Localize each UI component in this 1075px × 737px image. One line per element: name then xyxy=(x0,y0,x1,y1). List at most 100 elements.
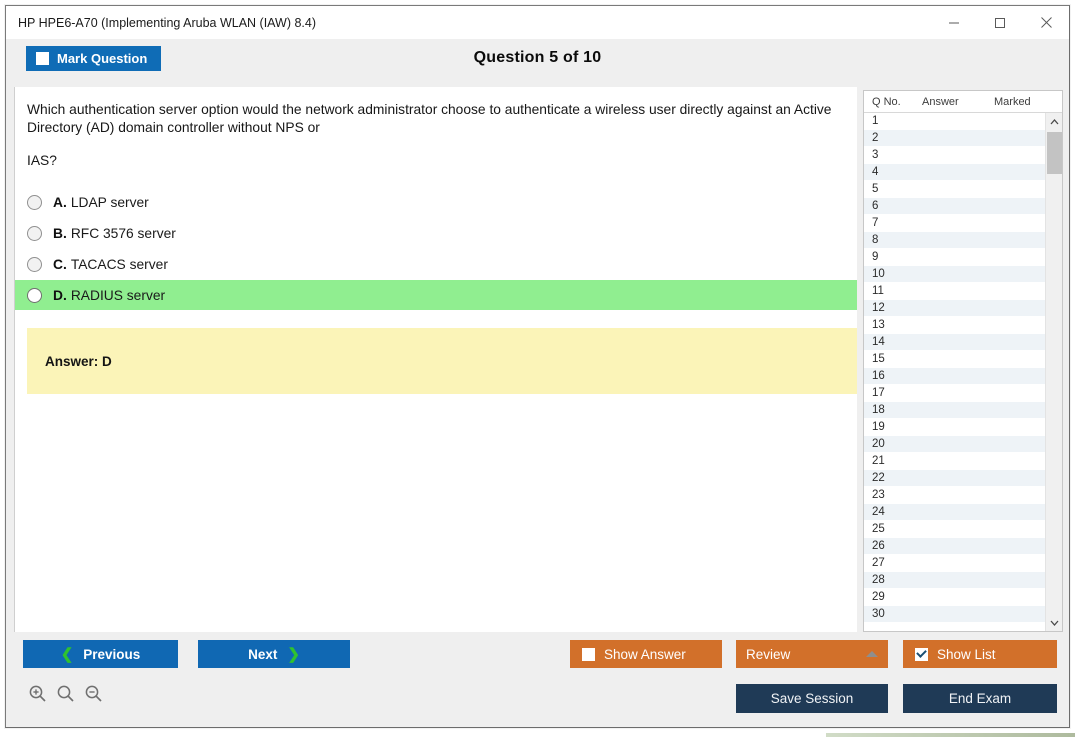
show-answer-label: Show Answer xyxy=(604,646,686,662)
question-list-row[interactable]: 21 xyxy=(864,453,1045,470)
show-answer-button[interactable]: Show Answer xyxy=(570,640,722,668)
zoom-out-icon[interactable] xyxy=(84,684,103,708)
zoom-in-icon[interactable] xyxy=(28,684,47,708)
question-list-row[interactable]: 2 xyxy=(864,130,1045,147)
show-list-label: Show List xyxy=(937,646,996,662)
answer-option-b[interactable]: B. RFC 3576 server xyxy=(15,218,857,248)
question-row-number: 19 xyxy=(872,421,885,433)
question-row-number: 7 xyxy=(872,217,879,229)
question-list-body: 1 2 3 4 5 6 7 8 9 10 11 12 13 14 15 16 17 18 19 20 21 22 23 24 2… xyxy=(864,113,1062,631)
mark-question-checkbox[interactable] xyxy=(36,52,49,65)
question-list-row[interactable]: 29 xyxy=(864,589,1045,606)
answer-label: Answer: D xyxy=(45,353,112,369)
chevron-left-icon: ❮ xyxy=(60,645,74,663)
zoom-controls xyxy=(28,684,103,708)
question-row-number: 1 xyxy=(872,115,879,127)
question-row-number: 15 xyxy=(872,353,885,365)
column-header-answer: Answer xyxy=(922,95,959,108)
question-row-number: 8 xyxy=(872,234,879,246)
option-letter-c: C. xyxy=(53,256,67,272)
radio-icon-d[interactable] xyxy=(27,287,42,303)
question-row-number: 2 xyxy=(872,132,879,144)
window-title: HP HPE6-A70 (Implementing Aruba WLAN (IA… xyxy=(18,15,317,30)
question-row-number: 11 xyxy=(872,285,884,297)
question-row-number: 16 xyxy=(872,370,885,382)
window-controls xyxy=(931,6,1069,39)
question-list-row[interactable]: 25 xyxy=(864,521,1045,538)
question-list-row[interactable]: 11 xyxy=(864,283,1045,300)
scroll-up-icon[interactable] xyxy=(1046,113,1062,130)
radio-icon-b[interactable] xyxy=(27,225,42,241)
question-list-row[interactable]: 12 xyxy=(864,300,1045,317)
question-row-number: 5 xyxy=(872,183,879,195)
option-text-b: RFC 3576 server xyxy=(70,225,176,241)
question-list-row[interactable]: 6 xyxy=(864,198,1045,215)
question-list-row[interactable]: 27 xyxy=(864,555,1045,572)
scrollbar-thumb[interactable] xyxy=(1047,132,1062,174)
scroll-down-icon[interactable] xyxy=(1046,614,1062,631)
question-list-row[interactable]: 13 xyxy=(864,317,1045,334)
question-list-scrollbar[interactable] xyxy=(1045,113,1062,631)
question-counter: Question 5 of 10 xyxy=(473,49,602,66)
radio-icon-a[interactable] xyxy=(27,194,42,210)
question-row-number: 18 xyxy=(872,404,885,416)
answer-option-d[interactable]: D. RADIUS server xyxy=(15,280,857,310)
question-row-number: 14 xyxy=(872,336,885,348)
question-list-row[interactable]: 5 xyxy=(864,181,1045,198)
question-row-number: 10 xyxy=(872,268,885,280)
question-row-number: 23 xyxy=(872,489,885,501)
show-list-checkbox[interactable] xyxy=(915,647,928,661)
question-list-row[interactable]: 1 xyxy=(864,113,1045,130)
end-exam-button[interactable]: End Exam xyxy=(903,684,1057,713)
question-list-row[interactable]: 30 xyxy=(864,606,1045,623)
option-letter-b: B. xyxy=(53,225,67,241)
question-list-row[interactable]: 16 xyxy=(864,368,1045,385)
question-list-row[interactable]: 7 xyxy=(864,215,1045,232)
question-list-row[interactable]: 24 xyxy=(864,504,1045,521)
question-list-row[interactable]: 18 xyxy=(864,402,1045,419)
bottom-toolbar: ❮ Previous Next ❯ Show Answer Review Sho… xyxy=(6,632,1069,727)
option-text-d: RADIUS server xyxy=(70,287,166,303)
question-row-number: 17 xyxy=(872,387,885,399)
question-row-number: 26 xyxy=(872,540,885,552)
question-row-number: 30 xyxy=(872,608,885,620)
question-list-row[interactable]: 20 xyxy=(864,436,1045,453)
question-list-row[interactable]: 23 xyxy=(864,487,1045,504)
save-session-label: Save Session xyxy=(770,691,854,706)
next-button[interactable]: Next ❯ xyxy=(198,640,350,668)
question-list-row[interactable]: 17 xyxy=(864,385,1045,402)
question-row-number: 21 xyxy=(872,455,885,467)
question-list-row[interactable]: 19 xyxy=(864,419,1045,436)
answer-option-a[interactable]: A. LDAP server xyxy=(15,187,857,217)
option-letter-d: D. xyxy=(53,287,67,303)
show-list-button[interactable]: Show List xyxy=(903,640,1057,668)
title-bar: HP HPE6-A70 (Implementing Aruba WLAN (IA… xyxy=(6,6,1069,39)
answer-option-c[interactable]: C. TACACS server xyxy=(15,249,857,279)
close-icon[interactable] xyxy=(1023,6,1069,39)
zoom-reset-icon[interactable] xyxy=(56,684,75,708)
question-header-bar: Mark Question Question 5 of 10 xyxy=(6,39,1069,87)
question-list-row[interactable]: 22 xyxy=(864,470,1045,487)
question-list-row[interactable]: 9 xyxy=(864,249,1045,266)
radio-icon-c[interactable] xyxy=(27,256,42,272)
question-list-row[interactable]: 3 xyxy=(864,147,1045,164)
question-list-row[interactable]: 10 xyxy=(864,266,1045,283)
mark-question-button[interactable]: Mark Question xyxy=(26,46,162,71)
question-row-number: 12 xyxy=(872,302,885,314)
question-list-row[interactable]: 4 xyxy=(864,164,1045,181)
question-list-header: Q No. Answer Marked xyxy=(864,91,1062,113)
question-list-row[interactable]: 28 xyxy=(864,572,1045,589)
previous-button[interactable]: ❮ Previous xyxy=(23,640,178,668)
question-list-row[interactable]: 26 xyxy=(864,538,1045,555)
show-answer-checkbox[interactable] xyxy=(582,647,595,661)
option-text-c: TACACS server xyxy=(70,256,168,272)
save-session-button[interactable]: Save Session xyxy=(736,684,888,713)
answer-reveal-box: Answer: D xyxy=(27,328,857,394)
minimize-icon[interactable] xyxy=(931,6,977,39)
review-dropdown[interactable]: Review xyxy=(736,640,888,668)
maximize-icon[interactable] xyxy=(977,6,1023,39)
question-list-row[interactable]: 15 xyxy=(864,351,1045,368)
question-list-row[interactable]: 8 xyxy=(864,232,1045,249)
question-list-row[interactable]: 14 xyxy=(864,334,1045,351)
question-row-number: 22 xyxy=(872,472,885,484)
